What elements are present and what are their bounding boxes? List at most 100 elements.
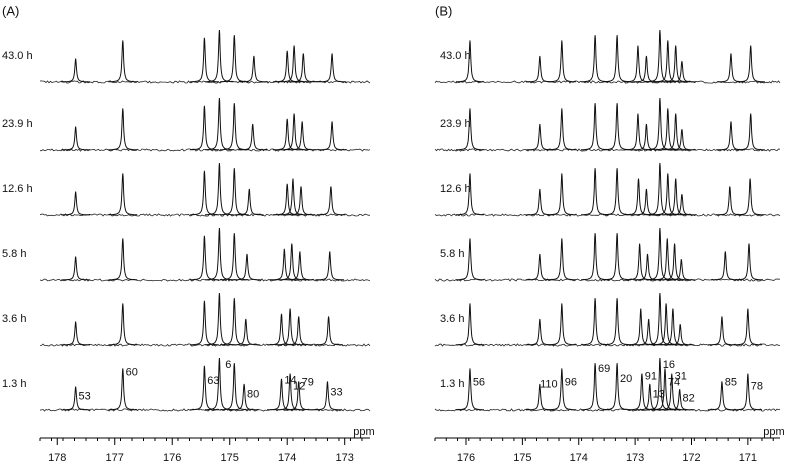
peak bbox=[603, 35, 632, 83]
peak-label: 82 bbox=[683, 392, 695, 404]
peak bbox=[736, 178, 765, 216]
peak bbox=[277, 243, 307, 281]
peak bbox=[657, 373, 686, 411]
peak bbox=[455, 303, 484, 346]
peak bbox=[239, 55, 269, 83]
peak bbox=[661, 45, 690, 83]
peak-label: 60 bbox=[126, 367, 138, 379]
x-tick-label: 172 bbox=[682, 452, 700, 464]
peak bbox=[734, 243, 764, 281]
peak bbox=[603, 168, 632, 216]
peak bbox=[547, 303, 576, 346]
peak bbox=[205, 292, 234, 346]
peak bbox=[219, 298, 249, 346]
peak bbox=[658, 308, 687, 346]
peak bbox=[234, 188, 264, 216]
baseline bbox=[434, 278, 781, 282]
peak bbox=[623, 113, 652, 151]
peak bbox=[623, 45, 652, 83]
peak bbox=[547, 173, 576, 216]
trace-label: 3.6 h bbox=[2, 313, 26, 325]
peak bbox=[667, 61, 696, 83]
x-axis-label: ppm bbox=[763, 426, 784, 438]
x-tick-label: 178 bbox=[48, 452, 66, 464]
peak bbox=[547, 368, 576, 411]
peak bbox=[108, 303, 138, 346]
peak bbox=[667, 129, 696, 151]
peak bbox=[205, 357, 234, 411]
trace-label: 5.8 h bbox=[440, 248, 464, 260]
peak bbox=[284, 316, 314, 346]
peak bbox=[232, 253, 262, 281]
panel-title: (A) bbox=[2, 3, 19, 18]
peak bbox=[279, 45, 309, 83]
peak bbox=[667, 194, 696, 216]
peak bbox=[205, 162, 234, 216]
x-tick-label: 175 bbox=[513, 452, 531, 464]
peak bbox=[603, 298, 632, 346]
x-tick-label: 176 bbox=[163, 452, 181, 464]
peak bbox=[547, 108, 576, 151]
peak bbox=[525, 318, 554, 346]
peak bbox=[716, 121, 745, 151]
peak bbox=[219, 168, 249, 216]
peak bbox=[317, 53, 347, 83]
peak bbox=[633, 253, 662, 281]
peak bbox=[661, 113, 690, 151]
peak bbox=[733, 373, 762, 411]
peak bbox=[665, 389, 694, 411]
peak-label: 80 bbox=[247, 388, 259, 400]
peak bbox=[455, 238, 484, 281]
peak-label: 85 bbox=[725, 376, 737, 388]
peak bbox=[61, 58, 90, 83]
peak bbox=[707, 381, 736, 411]
x-axis-label: ppm bbox=[353, 426, 374, 438]
peak bbox=[736, 113, 765, 151]
peak bbox=[645, 227, 674, 281]
peak bbox=[581, 298, 610, 346]
x-tick-label: 174 bbox=[278, 452, 296, 464]
peak-label: 33 bbox=[330, 386, 342, 398]
peak-label: 96 bbox=[565, 377, 577, 389]
peak bbox=[603, 103, 632, 151]
peak bbox=[229, 383, 259, 411]
peak bbox=[313, 381, 342, 411]
peak-label: 53 bbox=[79, 390, 91, 402]
peak bbox=[205, 227, 234, 281]
peak bbox=[581, 35, 610, 83]
peak bbox=[315, 251, 345, 281]
peak bbox=[272, 118, 302, 151]
peak bbox=[660, 243, 689, 281]
peak-label: 79 bbox=[302, 376, 314, 388]
peak bbox=[238, 123, 268, 151]
trace-label: 12.6 h bbox=[440, 183, 471, 195]
trace-label: 1.3 h bbox=[440, 378, 464, 390]
peak bbox=[547, 238, 576, 281]
peak bbox=[272, 183, 302, 216]
peak bbox=[525, 55, 554, 83]
peak bbox=[455, 368, 484, 411]
peak bbox=[317, 121, 347, 151]
peak bbox=[190, 235, 219, 281]
peak bbox=[61, 126, 90, 151]
x-tick-label: 174 bbox=[570, 452, 588, 464]
trace-label: 43.0 h bbox=[440, 50, 471, 62]
peak bbox=[547, 40, 576, 83]
peak bbox=[314, 316, 343, 346]
peak bbox=[108, 40, 138, 83]
peak bbox=[272, 50, 302, 83]
trace-label: 1.3 h bbox=[2, 378, 26, 390]
peak bbox=[190, 365, 219, 411]
peak bbox=[715, 186, 744, 216]
peak bbox=[316, 186, 346, 216]
peak-label: 6 bbox=[225, 359, 231, 371]
peak bbox=[278, 178, 308, 216]
peak bbox=[61, 386, 90, 411]
peak-label: 16 bbox=[663, 359, 675, 371]
peak bbox=[455, 173, 484, 216]
peak bbox=[603, 233, 632, 281]
peak-label: 12 bbox=[293, 381, 305, 393]
trace-label: 43.0 h bbox=[2, 50, 33, 62]
peak bbox=[525, 188, 554, 216]
